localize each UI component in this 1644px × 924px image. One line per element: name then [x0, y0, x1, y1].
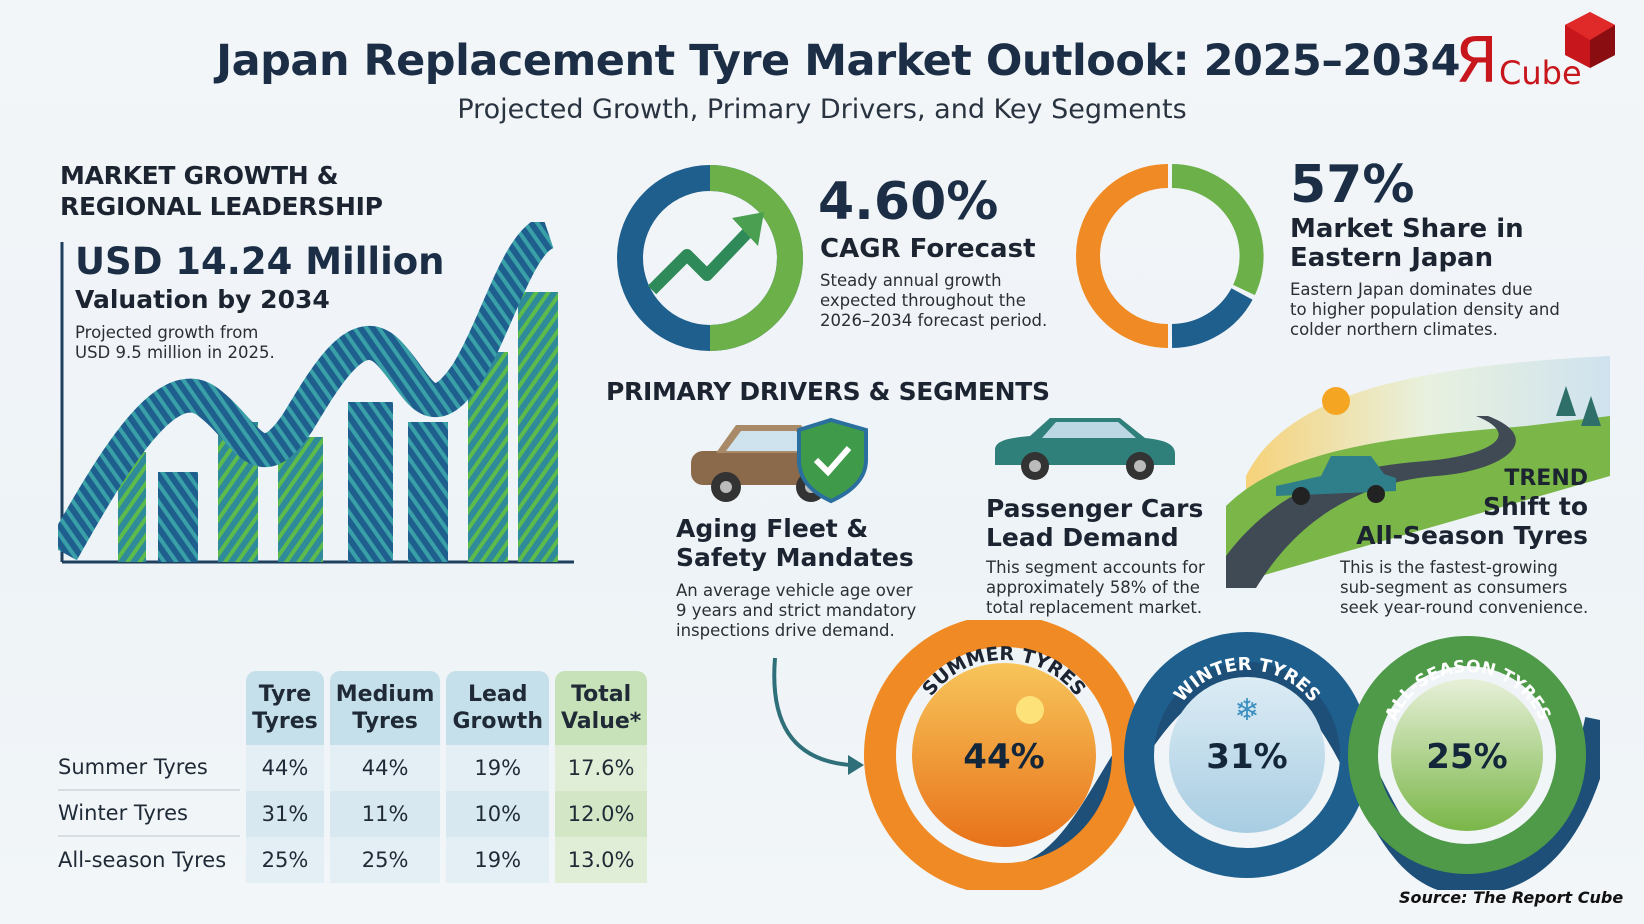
winter-value: 31%: [1206, 737, 1287, 777]
driver-aging-desc-line2: 9 years and strict mandatory: [676, 601, 917, 620]
table-header-total-value: Total Value*: [554, 671, 648, 745]
driver-aging-fleet-desc: An average vehicle age over 9 years and …: [676, 581, 916, 641]
cagr-desc-line3: 2026–2034 forecast period.: [820, 311, 1048, 330]
drivers-heading: PRIMARY DRIVERS & SEGMENTS: [606, 377, 1050, 406]
driver-trend-kicker: TREND: [1504, 466, 1588, 491]
driver-trend-title-line2: All-Season Tyres: [1356, 521, 1588, 550]
table-header-lead-growth: Lead Growth: [446, 671, 549, 745]
svg-text:Cube: Cube: [1499, 54, 1582, 90]
driver-trend-title-line1: Shift to: [1482, 492, 1588, 521]
table-row: Winter Tyres 31% 11% 10% 12.0%: [58, 791, 648, 837]
allseason-value: 25%: [1426, 737, 1507, 777]
share-label: Market Share in Eastern Japan: [1290, 215, 1524, 273]
cagr-value: 4.60%: [818, 172, 999, 232]
growth-desc: Projected growth from USD 9.5 million in…: [75, 323, 275, 363]
share-desc-line2: to higher population density and: [1290, 300, 1560, 319]
table-row: Summer Tyres 44% 44% 19% 17.6%: [58, 745, 648, 791]
growth-heading-line2: REGIONAL LEADERSHIP: [60, 192, 383, 221]
table-cell: 17.6%: [554, 745, 648, 791]
cagr-ring-green: [709, 165, 804, 351]
table-cell: 13.0%: [554, 837, 648, 883]
driver-passenger-desc-line2: approximately 58% of the: [986, 578, 1200, 597]
driver-aging-title-line2: Safety Mandates: [676, 543, 914, 572]
share-label-line1: Market Share in: [1290, 214, 1524, 244]
driver-trend-title: TREND Shift to All-Season Tyres: [1356, 466, 1588, 550]
page-subtitle: Projected Growth, Primary Drivers, and K…: [457, 94, 1187, 125]
table-cell: 31%: [246, 791, 324, 837]
driver-passenger-desc-line1: This segment accounts for: [986, 558, 1205, 577]
sun-icon: [1016, 696, 1044, 724]
share-desc-line3: colder northern climates.: [1290, 320, 1498, 339]
sedan-car-icon: [995, 418, 1175, 480]
growth-heading: MARKET GROWTH & REGIONAL LEADERSHIP: [60, 160, 383, 222]
allseason-scene: [1391, 679, 1543, 831]
driver-passenger-cars-title: Passenger Cars Lead Demand: [986, 494, 1203, 552]
share-ring-blue: [1171, 287, 1253, 348]
table-header-medium-tyres: Medium Tyres: [329, 671, 441, 745]
table-header-tyre-tyres: Tyre Tyres: [246, 671, 324, 745]
market-value: USD 14.24 Million: [75, 240, 445, 283]
driver-trend-desc-line2: sub-segment as consumers: [1340, 578, 1568, 597]
segment-road-circles: SUMMER TYRES WINTER TYRES ALL-SEASON TYR…: [864, 620, 1600, 890]
market-share-donut: [1076, 164, 1264, 348]
driver-aging-desc-line3: inspections drive demand.: [676, 621, 895, 640]
driver-passenger-title-line1: Passenger Cars: [986, 494, 1204, 523]
row-label: All-season Tyres: [58, 848, 227, 872]
table-corner: [58, 671, 240, 745]
share-desc-line1: Eastern Japan dominates due: [1290, 280, 1533, 299]
flow-arrow-icon: [772, 657, 864, 775]
table-cell: 12.0%: [554, 791, 648, 837]
table-cell: 11%: [329, 791, 441, 837]
driver-aging-title-line1: Aging Fleet &: [676, 514, 869, 543]
table-cell: 25%: [329, 837, 441, 883]
tyre-growth-illustration: [58, 222, 574, 564]
driver-passenger-desc-line3: total replacement market.: [986, 598, 1203, 617]
season-road-icon: [1226, 356, 1610, 588]
cagr-desc-line2: expected throughout the: [820, 291, 1026, 310]
rcube-logo: Я Cube: [1455, 12, 1615, 90]
share-ring-orange: [1076, 164, 1169, 348]
row-label: Winter Tyres: [58, 791, 241, 837]
snowflake-icon: ❄: [1234, 693, 1259, 728]
table-cell: 44%: [329, 745, 441, 791]
old-car-shield-icon: [691, 417, 868, 504]
driver-trend-desc-line3: seek year-round convenience.: [1340, 598, 1589, 617]
growth-desc-line1: Projected growth from: [75, 323, 259, 342]
row-label: Summer Tyres: [58, 745, 241, 791]
page-title: Japan Replacement Tyre Market Outlook: 2…: [216, 36, 1460, 86]
cagr-desc: Steady annual growth expected throughout…: [820, 271, 1047, 331]
winter-scene: [1169, 677, 1325, 833]
table-cell: 44%: [246, 745, 324, 791]
market-value-caption: Valuation by 2034: [75, 285, 330, 314]
summer-scene: [912, 663, 1096, 847]
share-value: 57%: [1290, 155, 1415, 215]
table-cell: 19%: [446, 837, 549, 883]
driver-passenger-cars-desc: This segment accounts for approximately …: [986, 558, 1205, 618]
driver-trend-desc-line1: This is the fastest-growing: [1340, 558, 1558, 577]
share-label-line2: Eastern Japan: [1290, 243, 1494, 273]
cagr-donut: [617, 165, 804, 351]
driver-aging-fleet-title: Aging Fleet & Safety Mandates: [676, 514, 914, 572]
share-ring-green: [1171, 164, 1264, 296]
table-cell: 25%: [246, 837, 324, 883]
table-cell: 10%: [446, 791, 549, 837]
segment-table: Tyre Tyres Medium Tyres Lead Growth Total Va…: [52, 671, 653, 883]
trend-up-arrow-icon: [647, 225, 755, 295]
driver-trend-desc: This is the fastest-growing sub-segment …: [1340, 558, 1588, 618]
allseason-ring: [1348, 636, 1586, 874]
growth-heading-line1: MARKET GROWTH &: [60, 161, 339, 190]
driver-aging-desc-line1: An average vehicle age over: [676, 581, 913, 600]
source-credit: Source: The Report Cube: [1399, 888, 1624, 907]
summer-value: 44%: [963, 737, 1044, 777]
growth-desc-line2: USD 9.5 million in 2025.: [75, 343, 275, 362]
table-cell: 19%: [446, 745, 549, 791]
cagr-desc-line1: Steady annual growth: [820, 271, 1002, 290]
driver-passenger-title-line2: Lead Demand: [986, 523, 1179, 552]
cagr-label: CAGR Forecast: [820, 234, 1036, 264]
svg-text:Я: Я: [1455, 24, 1498, 90]
share-desc: Eastern Japan dominates due to higher po…: [1290, 280, 1560, 340]
table-row: All-season Tyres 25% 25% 19% 13.0%: [58, 837, 648, 883]
